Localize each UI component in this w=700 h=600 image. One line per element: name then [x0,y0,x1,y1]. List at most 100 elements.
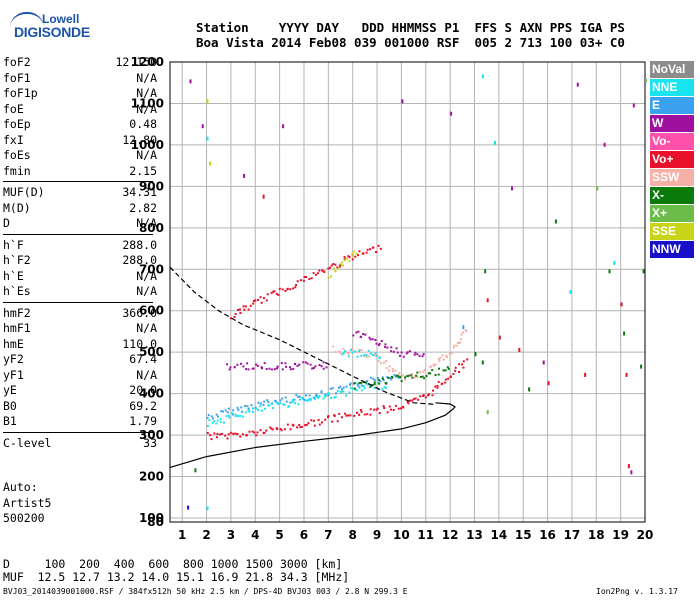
param-value: N/A [136,284,157,298]
param-value: 33 [143,435,157,450]
trace-dot [292,424,295,427]
param-name: foF1 [3,70,31,85]
trace-dot [330,397,333,399]
trace-dot [349,387,352,390]
scatter-point [206,136,209,141]
trace-dot [355,389,358,392]
trace-dot [395,347,398,350]
trace-dot [340,416,343,419]
trace-dot [352,334,355,337]
trace-dot [265,299,268,302]
trace-dot [266,293,269,296]
trace-dot [289,366,292,369]
trace-dot [383,361,385,364]
trace-dot [330,264,333,267]
param-value: N/A [136,216,157,230]
param-name: B1 [3,414,17,428]
trace-dot [267,401,270,404]
trace-dot [320,365,323,368]
trace-dot [384,343,387,346]
param-row: hmF2 366.0 [3,306,159,322]
trace-dot [425,375,428,378]
trace-dot [340,390,343,393]
trace-dot [265,368,268,370]
trace-dot [234,415,237,418]
trace-dot [373,379,376,382]
auto-info: Auto: Artist5 500200 [3,480,51,527]
trace-dot [333,267,335,270]
trace-dot [385,386,387,389]
trace-dot [368,336,371,339]
trace-dot [419,370,422,373]
y-tick-label: 80 [147,515,164,529]
header-line2: Boa Vista 2014 Feb08 039 001000 RSF 005 … [196,35,625,50]
scatter-point [569,290,572,294]
trace-dot [215,413,218,416]
trace-dot [422,353,425,356]
trace-dot [270,402,273,405]
trace-dot [365,381,368,384]
trace-dot [400,407,402,410]
trace-dot [294,402,297,405]
scatter-point [584,372,587,377]
trace-dot [430,365,433,368]
scatter-point [474,352,477,357]
trace-dot [225,415,228,418]
trace-dot [363,413,366,416]
legend-item-sse: SSE [650,223,694,240]
y-tick-label: 900 [139,179,164,193]
scatter-point [481,360,484,365]
x-tick-label: 19 [612,528,629,542]
trace-dot [318,395,321,398]
trace-dot [259,402,262,405]
trace-dot [462,360,465,363]
trace-dot [255,407,258,410]
trace-dot [217,415,220,418]
param-name: yE [3,383,17,397]
trace-dot [281,288,284,291]
trace-dot [324,395,326,398]
trace-dot [291,400,294,403]
trace-dot [234,313,237,316]
param-separator [3,233,153,235]
trace-dot [226,363,229,366]
trace-dot [284,289,287,292]
trace-dot [372,377,375,380]
trace-dot [347,414,350,417]
trace-dot [377,379,380,382]
trace-dot [236,433,239,435]
scatter-point [243,173,246,178]
param-value: 110.0 [122,336,157,351]
trace-dot [353,382,356,385]
scatter-point [554,219,557,224]
trace-dot [333,414,336,417]
trace-dot [308,394,311,397]
trace-dot [281,368,284,371]
trace-dot [402,406,405,409]
scatter-point [187,505,190,510]
trace-dot [383,386,386,389]
trace-dot [213,420,215,423]
param-value: 20.0 [129,383,157,397]
trace-dot [305,276,308,278]
x-tick-label: 9 [373,528,381,542]
trace-dot [339,351,342,354]
legend-item-e: E [650,97,694,114]
trace-dot [289,401,292,404]
scatter-point [518,348,521,352]
trace-dot [321,421,323,424]
param-name: D [3,216,10,230]
trace-dot [295,284,298,286]
legend-item-w: W [650,115,694,132]
trace-dot [390,378,393,381]
x-tick-label: 18 [588,528,605,542]
scatter-point [498,335,501,340]
scatter-point [511,186,513,191]
trace-dot [316,395,319,398]
trace-dot [368,355,371,358]
trace-dot [272,407,274,410]
y-tick-label: 100 [139,511,164,525]
param-name: foEs [3,148,31,162]
trace-dot [439,356,442,359]
trace-dot [461,363,464,366]
